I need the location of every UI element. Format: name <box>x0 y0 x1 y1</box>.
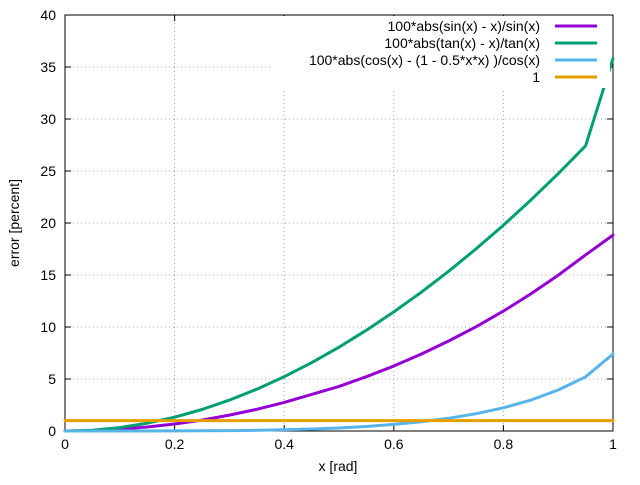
legend-label: 100*abs(tan(x) - x)/tan(x) <box>384 35 540 51</box>
series-layer <box>63 57 615 433</box>
y-tick-label: 0 <box>48 423 56 439</box>
y-axis-label: error [percent] <box>6 179 22 267</box>
legend-label: 100*abs(cos(x) - (1 - 0.5*x*x) )/cos(x) <box>309 52 540 68</box>
y-tick-label: 25 <box>40 163 56 179</box>
x-tick-label: 0 <box>61 436 69 452</box>
legend-background <box>270 16 610 88</box>
y-tick-label: 40 <box>40 7 56 23</box>
x-tick-label: 0.4 <box>274 436 294 452</box>
y-tick-label: 30 <box>40 111 56 127</box>
x-tick-label: 1 <box>609 436 617 452</box>
x-tick-label: 0.2 <box>165 436 185 452</box>
y-tick-label: 20 <box>40 215 56 231</box>
y-tick-label: 35 <box>40 59 56 75</box>
x-tick-label: 0.8 <box>494 436 514 452</box>
legend: 100*abs(sin(x) - x)/sin(x)100*abs(tan(x)… <box>270 16 610 88</box>
x-tick-label: 0.6 <box>384 436 404 452</box>
series-line-2 <box>63 57 615 433</box>
y-tick-label: 5 <box>48 371 56 387</box>
legend-label: 100*abs(sin(x) - x)/sin(x) <box>388 18 540 34</box>
y-tick-label: 10 <box>40 319 56 335</box>
series-line-3 <box>63 352 615 433</box>
legend-label: 1 <box>532 69 540 85</box>
y-tick-label: 15 <box>40 267 56 283</box>
plot-frame <box>64 14 614 432</box>
series-line-1 <box>63 233 615 433</box>
x-axis-label: x [rad] <box>319 458 358 474</box>
